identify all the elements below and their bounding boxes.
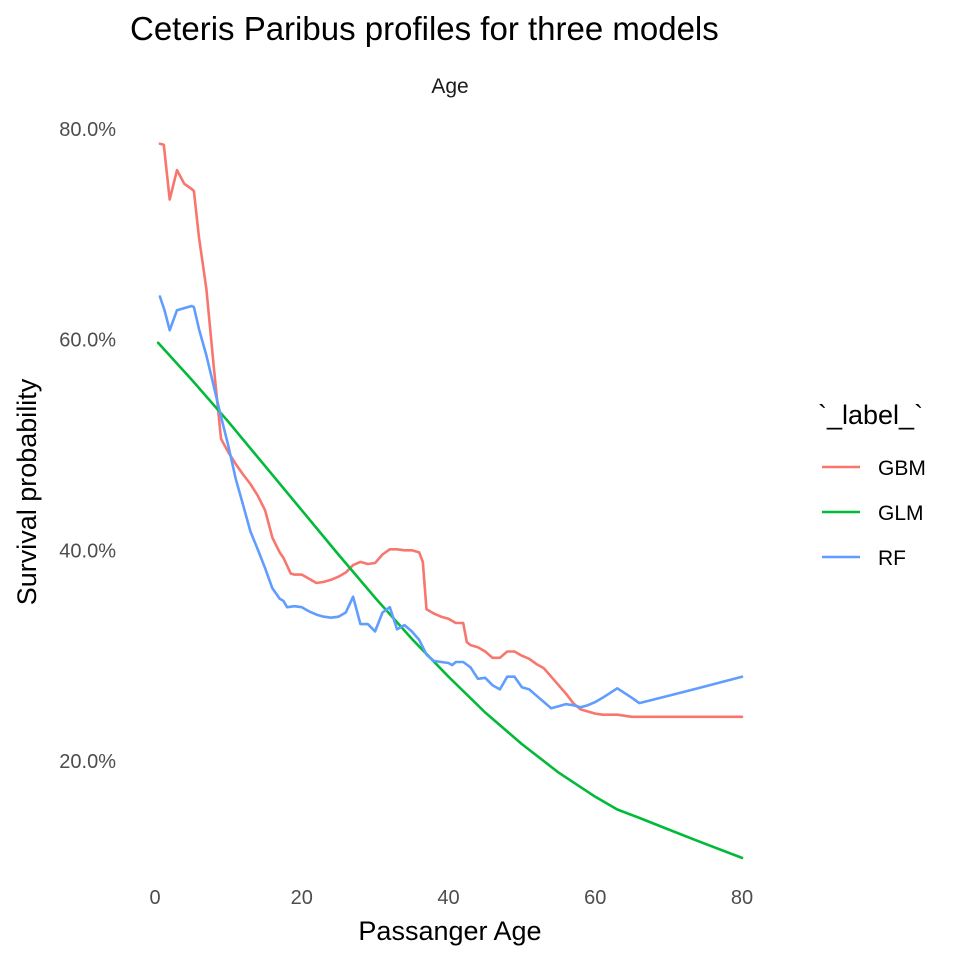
series-line-rf bbox=[158, 295, 744, 710]
series-line-glm bbox=[156, 341, 744, 860]
y-tick-label: 60.0% bbox=[59, 330, 116, 352]
y-axis-tick-labels: 20.0% 40.0% 60.0% 80.0% bbox=[59, 119, 116, 773]
y-tick-label: 80.0% bbox=[59, 119, 116, 141]
y-tick-label: 40.0% bbox=[59, 540, 116, 562]
legend: `_label_` GBM GLM RF bbox=[818, 400, 926, 570]
legend-label-rf: RF bbox=[878, 547, 906, 570]
x-axis-tick-labels: 0 20 40 60 80 bbox=[149, 887, 753, 909]
series-line-gbm bbox=[158, 142, 744, 719]
x-axis-title: Passanger Age bbox=[358, 916, 541, 946]
legend-label-gbm: GBM bbox=[878, 457, 926, 480]
legend-title: `_label_` bbox=[818, 400, 923, 430]
y-axis-title: Survival probability bbox=[12, 378, 42, 605]
x-tick-label: 0 bbox=[149, 887, 160, 909]
facet-strip-label: Age bbox=[431, 75, 468, 98]
x-tick-label: 60 bbox=[584, 887, 606, 909]
y-tick-label: 20.0% bbox=[59, 751, 116, 773]
x-tick-label: 40 bbox=[437, 887, 459, 909]
x-tick-label: 80 bbox=[731, 887, 753, 909]
x-tick-label: 20 bbox=[291, 887, 313, 909]
plot-series-lines bbox=[156, 142, 744, 860]
chart-title: Ceteris Paribus profiles for three model… bbox=[130, 10, 719, 47]
legend-label-glm: GLM bbox=[878, 502, 924, 525]
